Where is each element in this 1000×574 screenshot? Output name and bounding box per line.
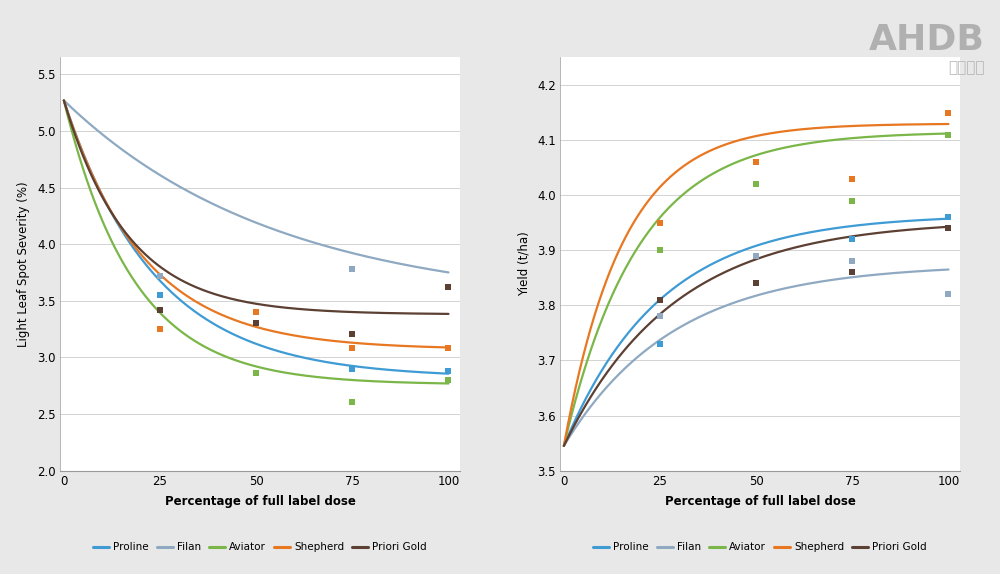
Point <box>152 324 168 333</box>
Point <box>844 267 860 277</box>
Point <box>940 108 956 117</box>
Point <box>844 196 860 205</box>
Point <box>440 344 456 353</box>
Legend: Proline, Filan, Aviator, Shepherd, Priori Gold: Proline, Filan, Aviator, Shepherd, Prior… <box>89 538 431 556</box>
Point <box>748 279 764 288</box>
Point <box>248 308 264 317</box>
Point <box>344 397 360 406</box>
Text: 〜〜〜〜: 〜〜〜〜 <box>948 60 985 75</box>
Text: AHDB: AHDB <box>869 23 985 57</box>
Point <box>152 305 168 315</box>
Point <box>748 251 764 261</box>
Point <box>152 272 168 281</box>
Point <box>940 130 956 139</box>
Y-axis label: Light Leaf Spot Severity (%): Light Leaf Spot Severity (%) <box>17 181 30 347</box>
Point <box>940 290 956 299</box>
Point <box>652 312 668 321</box>
Point <box>652 246 668 255</box>
Point <box>652 295 668 304</box>
Point <box>940 212 956 222</box>
Point <box>940 224 956 233</box>
Point <box>652 218 668 227</box>
Point <box>844 174 860 183</box>
Point <box>652 339 668 348</box>
Point <box>440 375 456 385</box>
Y-axis label: Yield (t/ha): Yield (t/ha) <box>517 232 530 296</box>
Point <box>440 366 456 375</box>
Point <box>344 364 360 373</box>
Point <box>248 319 264 328</box>
X-axis label: Percentage of full label dose: Percentage of full label dose <box>665 495 855 508</box>
Point <box>844 235 860 244</box>
Legend: Proline, Filan, Aviator, Shepherd, Priori Gold: Proline, Filan, Aviator, Shepherd, Prior… <box>589 538 931 556</box>
Point <box>748 251 764 261</box>
Point <box>248 369 264 378</box>
Point <box>440 282 456 292</box>
Point <box>844 257 860 266</box>
Point <box>344 329 360 338</box>
Point <box>344 344 360 353</box>
Point <box>248 369 264 378</box>
Point <box>748 157 764 166</box>
X-axis label: Percentage of full label dose: Percentage of full label dose <box>165 495 355 508</box>
Point <box>152 290 168 300</box>
Point <box>748 180 764 189</box>
Point <box>344 265 360 274</box>
